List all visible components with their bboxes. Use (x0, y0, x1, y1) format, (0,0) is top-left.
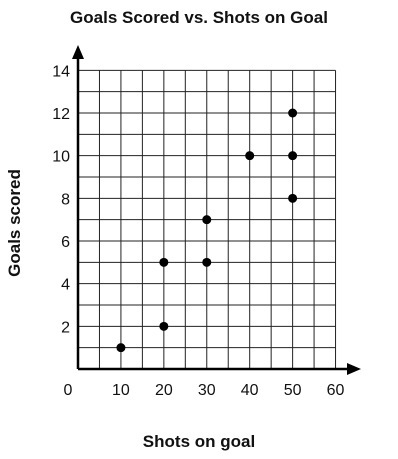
x-tick-label: 40 (241, 382, 259, 399)
data-points (116, 108, 298, 353)
x-tick-label: 50 (284, 382, 302, 399)
y-tick-label: 12 (52, 106, 70, 123)
y-tick-label: 6 (61, 234, 70, 251)
data-point (288, 108, 298, 118)
data-point (288, 151, 298, 161)
x-axis-label: Shots on goal (142, 432, 256, 451)
data-point (202, 215, 212, 225)
x-tick-label: 30 (198, 382, 216, 399)
grid-lines (78, 69, 337, 369)
chart-title: Goals Scored vs. Shots on Goal (70, 8, 328, 27)
x-tick-labels: 0 10 20 30 40 50 60 (64, 382, 345, 399)
x-tick-label: 20 (155, 382, 173, 399)
data-point (245, 151, 255, 161)
x-tick-label: 60 (327, 382, 345, 399)
x-axis-arrow (347, 363, 361, 375)
x-tick-label: 10 (112, 382, 130, 399)
axes (72, 45, 361, 375)
y-tick-label: 2 (61, 319, 70, 336)
data-point (159, 321, 169, 331)
y-tick-label: 8 (61, 191, 70, 208)
data-point (288, 193, 298, 203)
data-point (159, 257, 169, 267)
data-point (202, 257, 212, 267)
y-axis-arrow (72, 45, 84, 59)
y-tick-label: 4 (61, 277, 70, 294)
y-tick-label: 10 (52, 149, 70, 166)
x-tick-label: 0 (64, 382, 73, 399)
data-point (116, 343, 126, 353)
y-tick-labels: 2 4 6 8 10 12 14 (52, 63, 70, 336)
y-tick-label: 14 (52, 63, 70, 80)
